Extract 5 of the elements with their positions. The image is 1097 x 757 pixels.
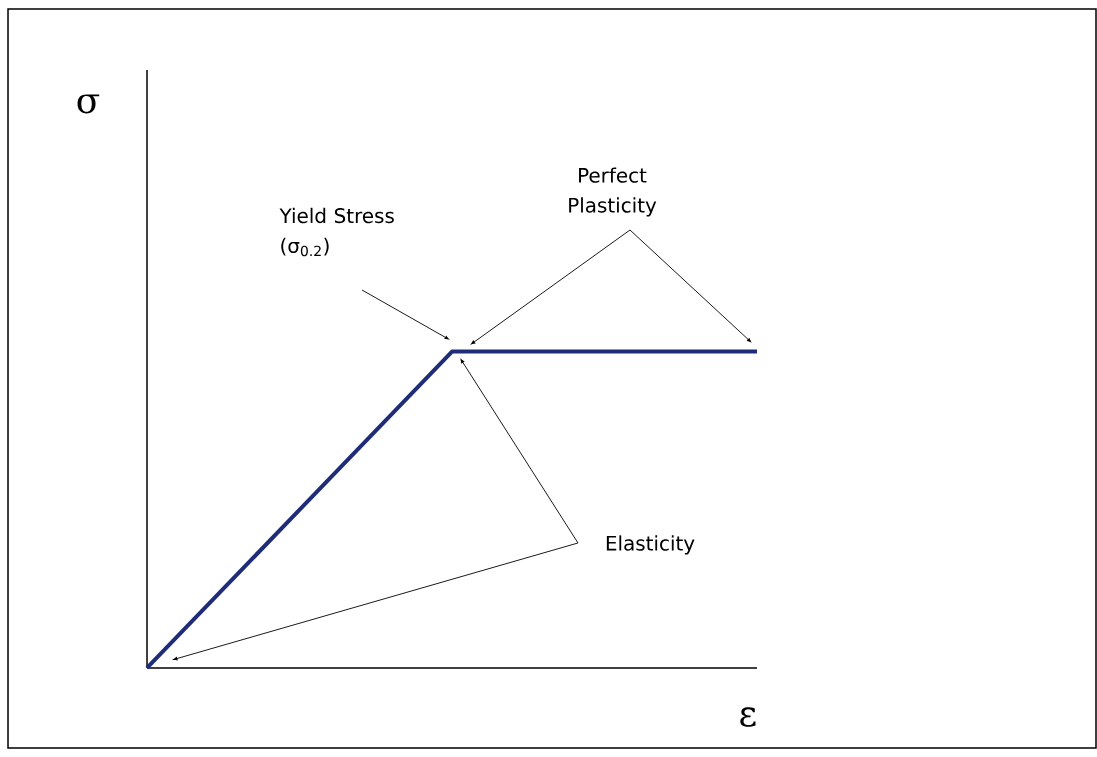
text: Yield Stress (σ$_{0.2}$) [279,207,394,257]
annotation: Elasticity [606,535,695,555]
text: σ [77,94,100,114]
text: Perfect Plasticity [569,167,657,217]
x-axis-title: ε [740,707,756,727]
